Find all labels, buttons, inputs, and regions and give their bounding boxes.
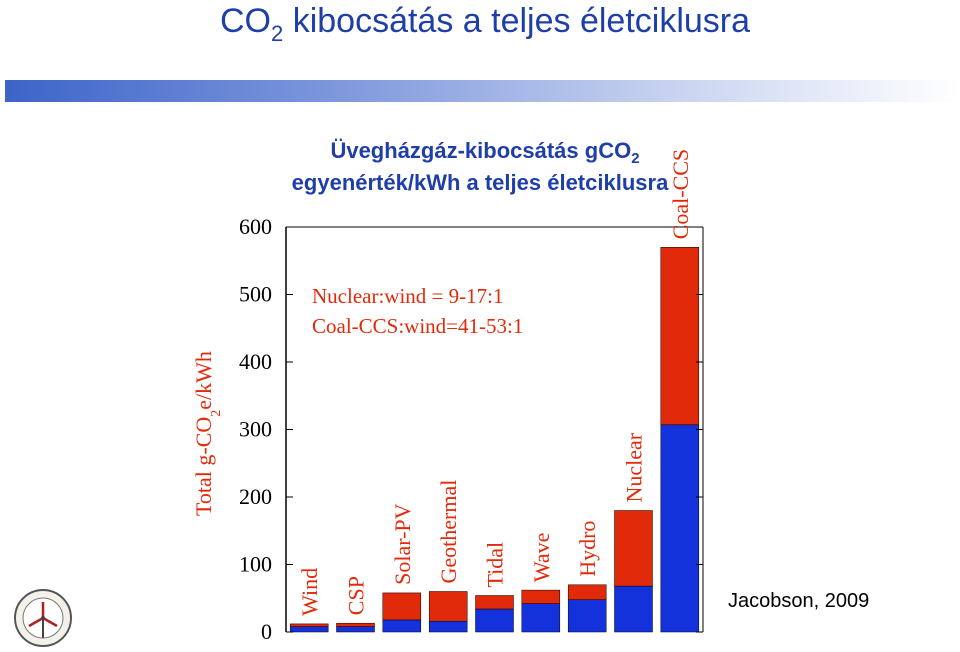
bar-wave-segment-1	[521, 603, 561, 633]
y-axis-label-rest: e/kWh	[191, 351, 216, 410]
annotation-ratio-nuclear: Nuclear:wind = 9-17:1	[312, 284, 503, 308]
category-label-wind: Wind	[297, 568, 322, 616]
subtitle-subscript: 2	[631, 150, 640, 167]
chart-subtitle-line1: Üvegházgáz-kibocsátás gCO2	[0, 138, 960, 167]
bar-wave-segment-2	[521, 589, 561, 604]
y-tick-label-500: 500	[239, 282, 272, 307]
bar-tidal-segment-1	[475, 608, 514, 633]
title-gradient-bar	[5, 80, 960, 102]
tick-group: 0 100 200 300 400 500 600	[239, 214, 703, 644]
bar-nuclear-segment-2	[614, 510, 653, 587]
bar-solar-pv-segment-1	[382, 619, 422, 633]
category-label-nuclear: Nuclear	[622, 432, 647, 502]
category-label-wave: Wave	[529, 533, 554, 583]
category-label-tidal: Tidal	[483, 542, 508, 588]
category-label-geothermal: Geothermal	[436, 480, 461, 584]
chart-subtitle-line2: egyenérték/kWh a teljes életciklusra	[291, 170, 669, 195]
y-tick-label-300: 300	[239, 417, 272, 442]
category-label-hydro: Hydro	[575, 521, 600, 577]
wind-turbine-seal-icon	[14, 589, 72, 647]
slide-title-rest: kibocsátás a teljes életciklusra	[283, 2, 751, 40]
y-axis-label: Total g-CO2e/kWh	[191, 351, 224, 516]
category-label-solar-pv: Solar-PV	[390, 503, 415, 585]
subtitle-main: Üvegházgáz-kibocsátás gCO	[330, 138, 632, 163]
y-tick-label-0: 0	[261, 619, 272, 644]
category-label-group: Wind CSP Solar-PV Geothermal Tidal Wave Hydro N…	[297, 149, 693, 616]
bar-geothermal-segment-1	[428, 620, 468, 633]
y-axis-label-subscript: 2	[209, 410, 224, 417]
y-tick-label-400: 400	[239, 349, 272, 374]
y-axis-label-main: Total g-CO	[191, 417, 216, 516]
bar-csp-segment-1	[336, 626, 375, 633]
y-tick-label-100: 100	[239, 552, 272, 577]
bar-hydro-segment-2	[567, 584, 607, 600]
slide-title-subscript: 2	[271, 21, 284, 46]
annotation-ratio-coal-ccs: Coal-CCS:wind=41-53:1	[312, 314, 523, 338]
bar-coal-ccs-segment-1	[660, 424, 700, 633]
bar-hydro-segment-1	[567, 599, 607, 633]
bar-geothermal-segment-2	[428, 591, 468, 622]
y-tick-label-600: 600	[239, 214, 272, 239]
bar-coal-ccs-segment-2	[660, 247, 700, 426]
bar-wind-segment-2	[289, 623, 329, 627]
bar-wind-segment-1	[289, 626, 329, 633]
y-tick-label-200: 200	[239, 484, 272, 509]
category-label-coal-ccs: Coal-CCS	[668, 149, 693, 239]
bar-csp-segment-2	[336, 622, 375, 627]
slide-title: CO2 kibocsátás a teljes életciklusra	[220, 2, 751, 46]
slide-title-main: CO	[220, 2, 271, 40]
bar-tidal-segment-2	[475, 595, 514, 610]
annotation-group: Nuclear:wind = 9-17:1 Coal-CCS:wind=41-5…	[312, 284, 523, 338]
bar-group	[289, 247, 700, 633]
citation: Jacobson, 2009	[728, 590, 870, 612]
bar-nuclear-segment-1	[614, 585, 653, 633]
bar-solar-pv-segment-2	[382, 592, 422, 621]
category-label-csp: CSP	[344, 576, 369, 615]
